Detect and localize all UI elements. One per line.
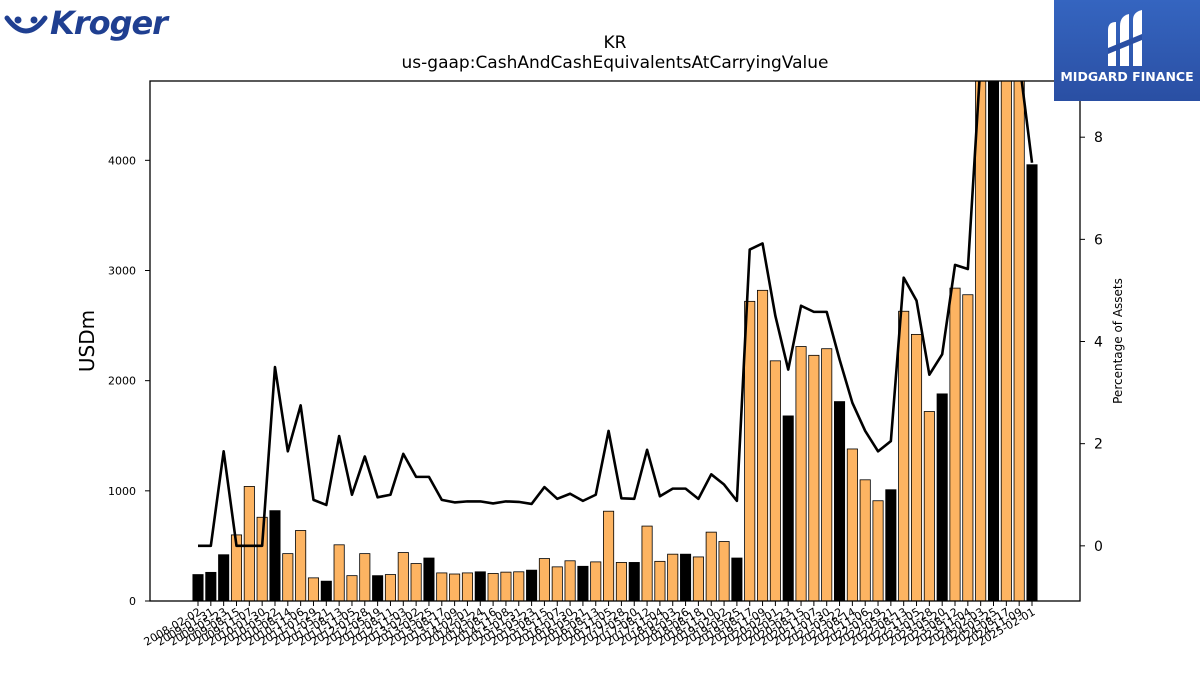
y2-tick-label: 6	[1094, 232, 1103, 248]
bar	[667, 553, 679, 601]
bar	[885, 489, 897, 601]
midgard-emblem-icon	[1108, 10, 1142, 66]
bar	[333, 544, 345, 601]
percentage-line	[198, 81, 1034, 548]
bar	[705, 531, 717, 601]
bar	[744, 300, 756, 601]
bar	[1026, 164, 1038, 601]
bar	[872, 500, 884, 601]
bar	[538, 558, 550, 601]
bar	[654, 560, 666, 601]
bar	[487, 573, 499, 601]
plot-area: 01000200030004000024682008-02-022009-01-…	[108, 80, 1103, 649]
bar	[1013, 81, 1025, 601]
bar	[590, 561, 602, 601]
bar	[782, 415, 794, 601]
bar	[243, 486, 255, 601]
bar	[205, 571, 217, 601]
y-tick-label: 3000	[108, 264, 136, 277]
line-series-group	[198, 81, 1034, 548]
bar	[513, 571, 525, 601]
y2-tick-label: 0	[1094, 539, 1103, 555]
bar	[795, 346, 807, 601]
midgard-finance-logo: MIDGARD FINANCE	[1054, 0, 1200, 101]
bar	[256, 516, 268, 601]
bar	[1000, 81, 1012, 601]
y2-tick-label: 4	[1094, 335, 1103, 351]
kroger-smile-icon	[4, 15, 48, 34]
bar	[230, 534, 243, 601]
bar-series	[192, 81, 1038, 601]
bar	[834, 401, 846, 601]
bar	[423, 557, 435, 601]
bar	[731, 557, 743, 601]
bar	[320, 580, 332, 601]
midgard-logo-text: MIDGARD FINANCE	[1060, 69, 1194, 84]
bar	[603, 510, 615, 601]
y2-tick-label: 2	[1094, 437, 1103, 453]
bar	[384, 574, 396, 601]
bar	[295, 530, 307, 601]
bar	[808, 354, 820, 601]
bar	[962, 294, 974, 601]
bar	[397, 552, 409, 601]
plot-frame	[149, 80, 1081, 602]
bar	[628, 562, 640, 601]
bar	[269, 510, 281, 601]
y-tick-label: 4000	[108, 154, 136, 167]
kroger-logo-text: Kroger	[50, 4, 168, 42]
y-tick-label: 2000	[108, 375, 136, 388]
bar	[910, 333, 923, 601]
bar	[769, 360, 781, 601]
bar	[898, 310, 910, 601]
y2-tick-label: 8	[1094, 130, 1103, 146]
bar	[526, 569, 538, 601]
bar	[346, 575, 358, 601]
bar	[218, 554, 230, 601]
bar	[821, 348, 833, 601]
bar	[564, 560, 576, 601]
bar	[936, 393, 948, 601]
chart-title: KR	[604, 33, 627, 53]
bar	[680, 553, 692, 601]
bar	[641, 525, 653, 601]
bar	[577, 565, 589, 601]
bar	[757, 289, 769, 601]
y-tick-label: 0	[129, 595, 136, 608]
bar	[449, 573, 461, 601]
bar	[192, 574, 204, 601]
kroger-logo: Kroger	[4, 4, 168, 56]
bar	[500, 571, 512, 601]
bar	[359, 553, 371, 601]
bar	[923, 411, 935, 601]
bar	[551, 566, 563, 601]
bar	[461, 572, 473, 601]
y2-axis-label: Percentage of Assets	[1111, 278, 1125, 404]
chart-subtitle: us-gaap:CashAndCashEquivalentsAtCarrying…	[402, 53, 829, 73]
bar	[718, 541, 730, 601]
bar	[474, 571, 486, 601]
bar	[987, 81, 1000, 601]
y-tick-label: 1000	[108, 485, 136, 498]
bar	[975, 81, 987, 601]
bar	[372, 575, 384, 601]
bar	[307, 577, 319, 601]
bar	[949, 287, 961, 601]
bar	[615, 562, 627, 601]
bar	[410, 563, 422, 601]
bar	[692, 556, 704, 601]
bar	[436, 572, 448, 601]
bar	[846, 448, 858, 601]
bar	[859, 479, 871, 601]
bar	[282, 553, 294, 601]
y-axis-label: USDm	[75, 310, 99, 372]
